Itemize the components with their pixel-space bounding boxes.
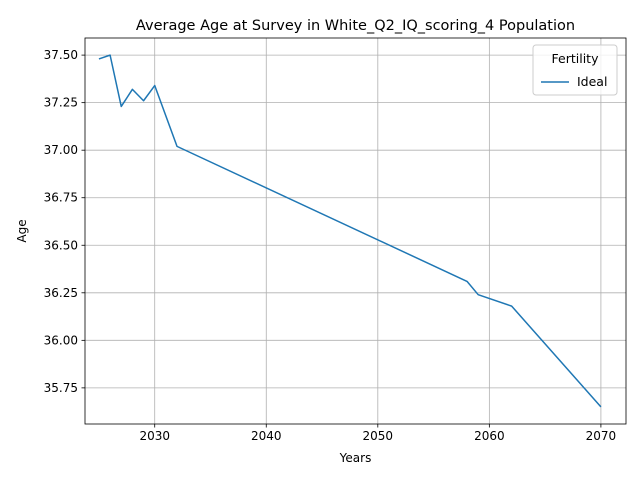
series-line-ideal: [98, 54, 602, 408]
y-tick-label: 37.25: [44, 96, 78, 110]
series-layer: [98, 54, 602, 408]
legend: Fertility Ideal: [532, 44, 618, 96]
y-tick-label: 37.50: [44, 48, 78, 62]
x-tick-label: 2050: [363, 429, 394, 443]
y-tick-label: 36.25: [44, 286, 78, 300]
x-tick-label: 2060: [474, 429, 505, 443]
legend-title: Fertility: [552, 51, 600, 66]
y-tick-label: 36.00: [44, 333, 78, 347]
y-axis-ticks: 35.75 36.00 36.25 36.50 36.75 37.00 37.25 37.50: [44, 48, 85, 395]
x-tick-label: 2040: [251, 429, 282, 443]
chart-title: Average Age at Survey in White_Q2_IQ_sco…: [136, 18, 575, 34]
grid-lines: [85, 38, 626, 424]
y-tick-label: 35.75: [44, 381, 78, 395]
x-tick-label: 2070: [586, 429, 617, 443]
y-tick-label: 36.75: [44, 191, 78, 205]
y-axis-label: Age: [15, 219, 29, 242]
legend-label-ideal: Ideal: [577, 74, 607, 89]
x-tick-label: 2030: [139, 429, 170, 443]
x-axis-ticks: 2030 2040 2050 2060 2070: [139, 424, 616, 443]
y-tick-label: 36.50: [44, 238, 78, 252]
x-axis-label: Years: [339, 451, 372, 465]
plot-frame: [84, 37, 627, 425]
y-tick-label: 37.00: [44, 143, 78, 157]
